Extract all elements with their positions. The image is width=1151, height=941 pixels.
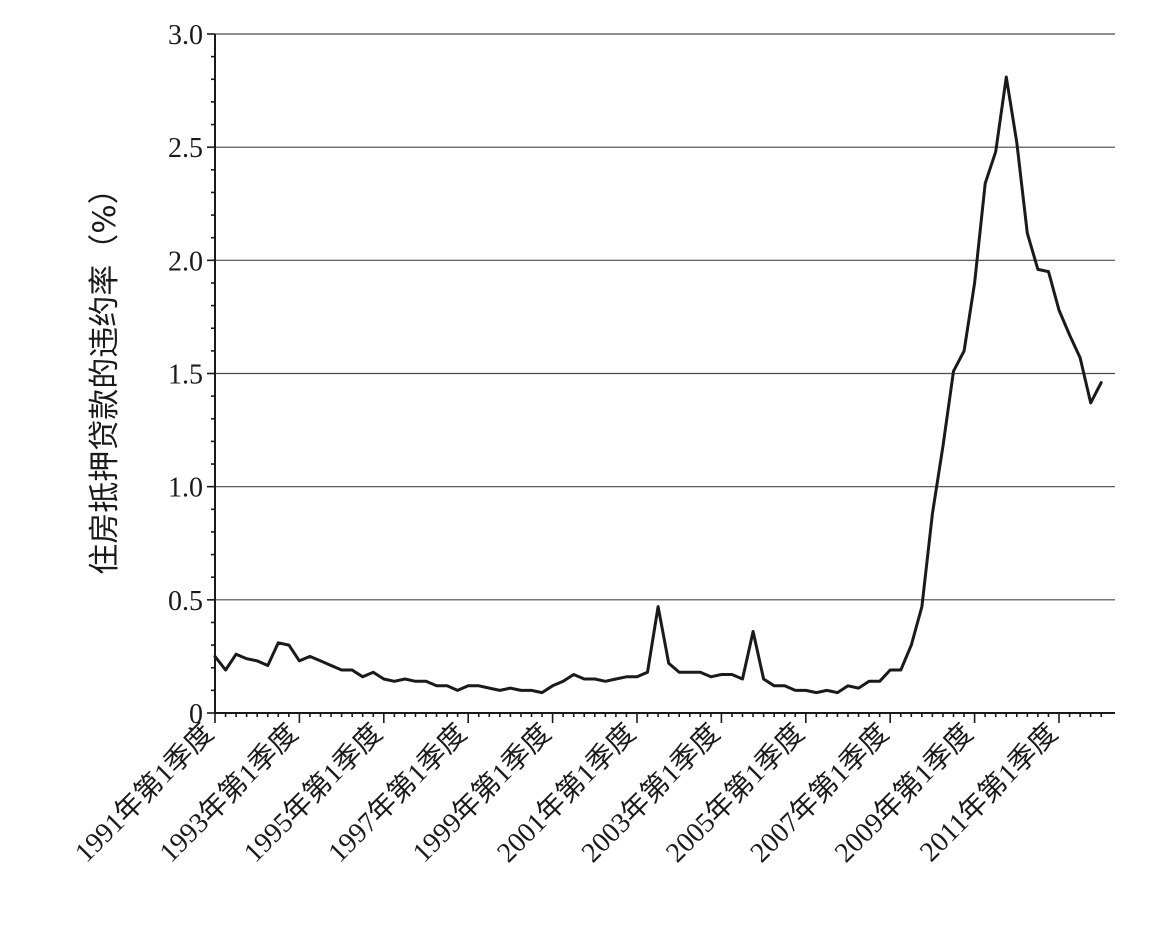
y-tick-label-1.5: 1.5 <box>168 360 203 391</box>
x-axis-ticks: 1991年第1季度1993年第1季度1995年第1季度1997年第1季度1999… <box>69 713 1102 869</box>
y-tick-label-2.0: 2.0 <box>168 246 203 277</box>
y-axis-title: 住房抵押贷款的违约率（%） <box>87 173 123 574</box>
y-axis-ticks: 0 0.5 1.0 1.5 2.0 2.5 3.0 <box>168 20 215 730</box>
series-group <box>213 75 1103 695</box>
gridlines <box>215 33 1115 601</box>
y-tick-label-3.0: 3.0 <box>168 20 203 51</box>
y-tick-label-0: 0 <box>189 699 203 730</box>
y-tick-label-0.5: 0.5 <box>168 586 203 617</box>
y-tick-label-1.0: 1.0 <box>168 473 203 504</box>
series-line-0 <box>213 75 1103 695</box>
y-tick-label-2.5: 2.5 <box>168 133 203 164</box>
